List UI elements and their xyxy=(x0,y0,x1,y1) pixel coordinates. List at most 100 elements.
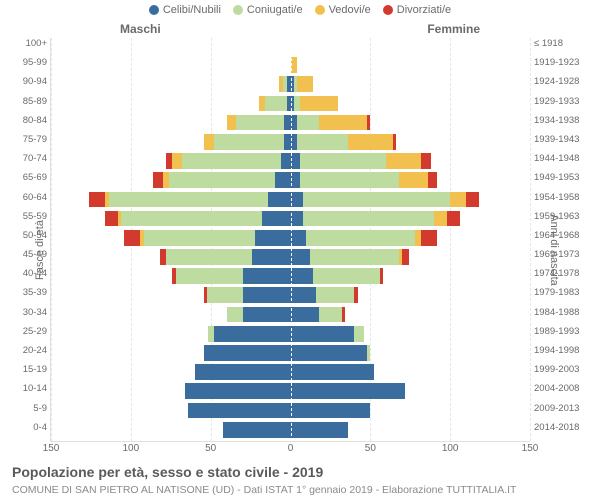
birth-year-label: 1964-1968 xyxy=(534,230,590,241)
bar-segment xyxy=(255,230,290,246)
bar-segment xyxy=(204,345,290,361)
bar-segment xyxy=(310,249,399,265)
legend-item: Vedovi/e xyxy=(315,4,371,16)
bar-segment xyxy=(124,230,140,246)
bar-segment xyxy=(169,172,274,188)
bar-segment xyxy=(291,326,355,342)
bar-segment xyxy=(300,153,386,169)
bar-segment xyxy=(195,364,291,380)
bar-segment xyxy=(303,192,450,208)
bar-segment xyxy=(303,211,434,227)
bar-segment xyxy=(185,383,290,399)
bar-segment xyxy=(144,230,256,246)
age-label: 40-44 xyxy=(11,268,47,279)
label-female: Femmine xyxy=(427,22,480,36)
birth-year-label: 1924-1928 xyxy=(534,76,590,87)
bar-segment xyxy=(291,172,301,188)
x-tick: 100 xyxy=(442,443,459,454)
bar-segment xyxy=(89,192,105,208)
legend: Celibi/NubiliConiugati/eVedovi/eDivorzia… xyxy=(0,0,600,16)
bar-segment xyxy=(291,230,307,246)
birth-year-label: 1974-1978 xyxy=(534,268,590,279)
bar-segment xyxy=(354,287,357,303)
bar-segment xyxy=(297,115,319,131)
bar-segment xyxy=(182,153,281,169)
birth-year-label: 2009-2013 xyxy=(534,403,590,414)
bar-segment xyxy=(227,115,237,131)
birth-year-label: 1994-1998 xyxy=(534,345,590,356)
age-label: 20-24 xyxy=(11,345,47,356)
bar-segment xyxy=(291,364,374,380)
bar-segment xyxy=(291,383,406,399)
bar-segment xyxy=(447,211,460,227)
bar-segment xyxy=(262,211,291,227)
x-tick: 0 xyxy=(288,443,294,454)
legend-dot xyxy=(315,5,325,15)
bar-segment xyxy=(291,268,313,284)
x-tick: 100 xyxy=(122,443,139,454)
age-label: 95-99 xyxy=(11,57,47,68)
birth-year-label: 1969-1973 xyxy=(534,249,590,260)
bar-segment xyxy=(268,192,290,208)
birth-year-label: 1934-1938 xyxy=(534,115,590,126)
x-tick: 50 xyxy=(205,443,216,454)
x-tick: 50 xyxy=(365,443,376,454)
bar-segment xyxy=(291,249,310,265)
x-tick: 150 xyxy=(522,443,539,454)
bar-segment xyxy=(300,172,399,188)
bar-segment xyxy=(172,153,182,169)
bar-segment xyxy=(214,326,291,342)
bar-segment xyxy=(243,307,291,323)
legend-dot xyxy=(383,5,393,15)
bar-segment xyxy=(153,172,163,188)
age-label: 45-49 xyxy=(11,249,47,260)
age-label: 100+ xyxy=(11,38,47,49)
bar-segment xyxy=(297,76,313,92)
bar-segment xyxy=(434,211,447,227)
age-label: 65-69 xyxy=(11,172,47,183)
bar-segment xyxy=(207,287,242,303)
bar-segment xyxy=(348,134,393,150)
age-label: 75-79 xyxy=(11,134,47,145)
bar-segment xyxy=(166,249,252,265)
birth-year-label: 1919-1923 xyxy=(534,57,590,68)
age-label: 0-4 xyxy=(11,422,47,433)
legend-label: Vedovi/e xyxy=(329,4,371,16)
legend-label: Coniugati/e xyxy=(247,4,303,16)
bar-segment xyxy=(243,287,291,303)
legend-dot xyxy=(233,5,243,15)
bar-segment xyxy=(252,249,290,265)
birth-year-label: 1939-1943 xyxy=(534,134,590,145)
bar-segment xyxy=(402,249,408,265)
bar-segment xyxy=(399,172,428,188)
bar-segment xyxy=(291,287,317,303)
bar-segment xyxy=(121,211,262,227)
bar-segment xyxy=(428,172,438,188)
age-label: 80-84 xyxy=(11,115,47,126)
birth-year-label: 1944-1948 xyxy=(534,153,590,164)
bar-segment xyxy=(316,287,354,303)
legend-label: Celibi/Nubili xyxy=(163,4,221,16)
birth-year-label: 1929-1933 xyxy=(534,96,590,107)
chart-subtitle: COMUNE DI SAN PIETRO AL NATISONE (UD) - … xyxy=(12,484,516,496)
age-label: 55-59 xyxy=(11,211,47,222)
bar-segment xyxy=(466,192,479,208)
bar-segment xyxy=(319,115,367,131)
bar-segment xyxy=(281,153,291,169)
birth-year-label: 1999-2003 xyxy=(534,364,590,375)
bar-segment xyxy=(176,268,243,284)
age-label: 25-29 xyxy=(11,326,47,337)
age-label: 50-54 xyxy=(11,230,47,241)
bar-segment xyxy=(291,192,304,208)
birth-year-label: 1949-1953 xyxy=(534,172,590,183)
bar-segment xyxy=(291,403,371,419)
birth-year-label: 2014-2018 xyxy=(534,422,590,433)
chart-title: Popolazione per età, sesso e stato civil… xyxy=(12,464,323,480)
bar-segment xyxy=(450,192,466,208)
bar-segment xyxy=(291,422,348,438)
birth-year-label: 1979-1983 xyxy=(534,287,590,298)
birth-year-label: 1984-1988 xyxy=(534,307,590,318)
bar-segment xyxy=(291,307,320,323)
birth-year-label: 2004-2008 xyxy=(534,383,590,394)
bar-segment xyxy=(367,115,370,131)
